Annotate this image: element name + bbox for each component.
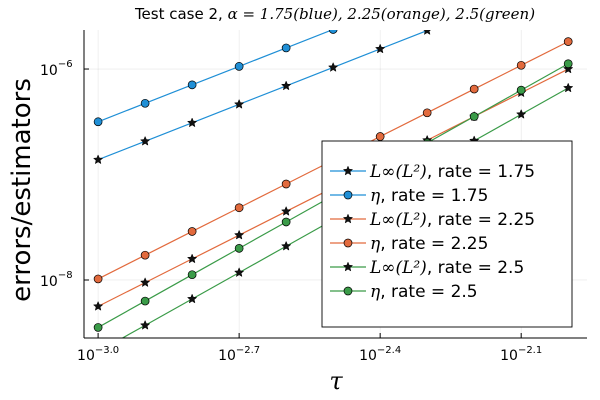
legend-marker [342, 213, 354, 224]
legend-entry: L∞(L²), rate = 2.5 [330, 258, 524, 278]
circle-marker [422, 108, 432, 118]
star-marker [563, 63, 574, 74]
star-marker [280, 205, 292, 216]
star-marker [280, 80, 292, 91]
legend-box [321, 140, 573, 328]
circle-marker [469, 84, 479, 94]
circle-marker [563, 37, 573, 46]
x-tick-label: 10−2.7 [218, 345, 260, 364]
legend-entry: η, rate = 1.75 [330, 186, 488, 206]
star-marker [92, 300, 104, 311]
circle-marker [140, 250, 150, 260]
circle-marker [140, 98, 150, 108]
legend-label: L∞(L²), rate = 1.75 [369, 162, 535, 182]
star-marker [139, 277, 151, 288]
y-tick-label: 10−8 [40, 270, 73, 290]
circle-marker [281, 179, 291, 189]
series-2 [93, 30, 338, 127]
circle-marker [234, 62, 244, 71]
x-tick-label: 10−2.1 [500, 345, 542, 364]
circle-marker [281, 43, 291, 53]
star-marker [92, 154, 104, 165]
star-marker [233, 267, 245, 278]
star-marker [233, 98, 245, 109]
y-axis-label: errors/estimators [7, 78, 37, 302]
legend-label: η, rate = 1.75 [370, 186, 488, 206]
legend-marker [342, 165, 354, 176]
legend-marker [342, 261, 354, 272]
star-marker [139, 319, 151, 330]
legend-entry: L∞(L²), rate = 1.75 [330, 162, 535, 182]
legend-entry: L∞(L²), rate = 2.25 [330, 210, 535, 230]
legend-entry: η, rate = 2.25 [330, 234, 488, 254]
x-axis-label: τ [329, 367, 343, 395]
circle-marker [469, 112, 479, 121]
series-1 [92, 30, 431, 165]
circle-marker [516, 60, 526, 70]
x-tick-label: 10−2.4 [359, 345, 401, 364]
star-marker [327, 61, 339, 72]
star-marker [280, 240, 292, 251]
legend-label: η, rate = 2.5 [370, 282, 478, 302]
legend-label: L∞(L²), rate = 2.5 [369, 258, 524, 278]
circle-marker [93, 323, 103, 332]
legend-label: L∞(L²), rate = 2.25 [369, 210, 535, 230]
circle-marker [516, 85, 526, 95]
legend-marker [343, 238, 353, 248]
circle-marker [187, 80, 197, 90]
circle-marker [234, 203, 244, 213]
circle-marker [140, 296, 150, 306]
star-marker [515, 108, 527, 119]
circle-marker [563, 59, 573, 69]
chart-title-prefix: Test case 2, [134, 5, 228, 23]
series-line [97, 30, 334, 123]
circle-marker [187, 227, 197, 236]
legend-marker [343, 286, 353, 296]
circle-marker [281, 217, 291, 227]
tick-layer: 10−3.0 10−2.7 10−2.4 10−2.1 10−8 10−6 [40, 59, 542, 364]
star-marker [186, 253, 198, 264]
circle-marker [187, 270, 197, 280]
y-tick-label: 10−6 [40, 59, 73, 79]
star-marker [374, 43, 386, 54]
circle-marker [375, 132, 385, 141]
star-marker [139, 135, 151, 146]
circle-marker [93, 274, 103, 284]
chart-title-math: α = 1.75(blue), 2.25(orange), 2.5(green) [228, 5, 536, 23]
star-marker [233, 229, 245, 240]
legend-marker [343, 190, 353, 200]
circle-marker [328, 30, 338, 34]
circle-marker [93, 117, 103, 127]
legend-label: η, rate = 2.25 [370, 234, 488, 254]
star-marker [423, 30, 431, 35]
star-marker [186, 293, 198, 304]
star-marker [186, 117, 198, 128]
star-marker [563, 82, 574, 93]
circle-marker [234, 243, 244, 253]
legend-entry: η, rate = 2.5 [330, 282, 478, 302]
x-tick-label: 10−3.0 [77, 345, 119, 364]
chart-title: Test case 2, α = 1.75(blue), 2.25(orange… [134, 5, 535, 23]
legend: L∞(L²), rate = 1.75 η, rate = 1.75 L∞(L²),… [321, 140, 573, 328]
series-line [97, 30, 431, 161]
